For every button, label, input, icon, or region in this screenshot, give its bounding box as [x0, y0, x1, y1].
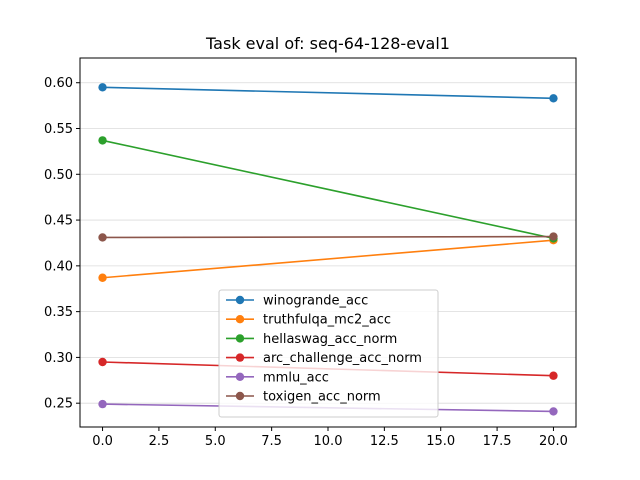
legend-entry: hellaswag_acc_norm — [226, 332, 397, 347]
series-line — [102, 86, 554, 100]
y-axis: 0.25 0.30 0.35 0.40 0.45 0.50 0.55 0.60 — [44, 76, 80, 412]
x-tick-label: 0.0 — [92, 434, 113, 449]
legend-label: toxigen_acc_norm — [263, 390, 381, 405]
legend-marker — [235, 315, 245, 324]
data-point — [549, 371, 558, 380]
legend-label: arc_challenge_acc_norm — [263, 351, 422, 366]
legend-marker — [235, 353, 245, 362]
y-tick-label: 0.50 — [44, 168, 73, 183]
x-tick-label: 20.0 — [539, 434, 568, 449]
legend-marker — [235, 391, 245, 401]
data-point — [549, 407, 558, 416]
series-line — [102, 139, 554, 240]
x-tick-label: 5.0 — [205, 434, 226, 449]
legend: winogrande_acc truthfulqa_mc2_acc hellaswa… — [218, 289, 439, 418]
legend-entry: truthfulqa_mc2_acc — [226, 313, 391, 328]
x-tick-label: 2.5 — [149, 434, 170, 449]
legend-entry: arc_challenge_acc_norm — [226, 351, 422, 366]
x-axis: 0.0 2.5 5.0 7.5 10.0 12.5 15.0 17.5 20.0 — [92, 427, 568, 449]
y-tick-label: 0.60 — [44, 76, 73, 91]
legend-label: hellaswag_acc_norm — [263, 332, 397, 347]
legend-marker — [235, 372, 245, 381]
x-tick-label: 10.0 — [314, 434, 343, 449]
data-point — [98, 399, 107, 409]
data-point — [98, 357, 107, 367]
data-point — [98, 83, 107, 92]
y-tick-label: 0.45 — [44, 214, 73, 229]
legend-marker — [235, 295, 245, 305]
y-tick-label: 0.40 — [44, 259, 73, 274]
legend-entry: toxigen_acc_norm — [226, 390, 381, 405]
series-line — [102, 235, 554, 239]
y-tick-label: 0.25 — [44, 397, 73, 412]
legend-marker — [235, 334, 245, 343]
y-tick-label: 0.35 — [44, 305, 73, 320]
legend-label: mmlu_acc — [263, 370, 329, 385]
data-point — [549, 232, 558, 241]
legend-label: truthfulqa_mc2_acc — [263, 313, 391, 328]
data-point — [98, 136, 107, 145]
x-tick-label: 7.5 — [261, 434, 282, 449]
series-line — [102, 239, 554, 279]
data-point — [98, 273, 107, 282]
x-tick-label: 12.5 — [370, 434, 399, 449]
y-tick-label: 0.55 — [44, 122, 73, 137]
chart-title: Task eval of: seq-64-128-eval1 — [205, 34, 450, 53]
series-toxigen_acc_norm — [98, 232, 558, 242]
series-winogrande_acc — [98, 83, 558, 103]
legend-entry: mmlu_acc — [226, 370, 329, 385]
data-point — [549, 94, 558, 103]
data-point — [98, 233, 107, 242]
legend-entry: winogrande_acc — [226, 294, 368, 309]
legend-label: winogrande_acc — [263, 294, 368, 309]
x-tick-label: 15.0 — [426, 434, 455, 449]
legend-box — [218, 289, 439, 418]
y-tick-label: 0.30 — [44, 351, 73, 366]
x-tick-label: 17.5 — [483, 434, 512, 449]
